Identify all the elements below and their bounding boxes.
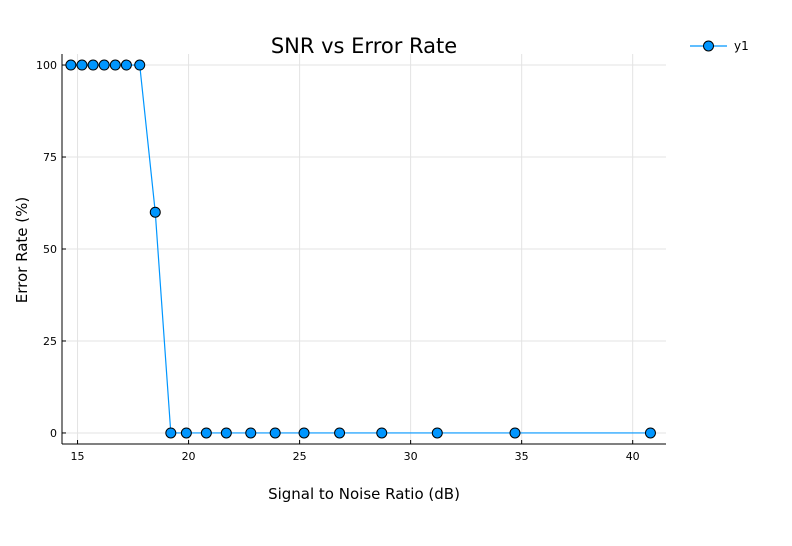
data-point-y1-4 bbox=[109, 59, 121, 71]
x-tick-label-25: 25 bbox=[293, 450, 307, 463]
series bbox=[65, 59, 656, 439]
legend-marker bbox=[703, 40, 714, 52]
data-point-y1-5 bbox=[120, 59, 132, 71]
y-axis-label: Error Rate (%) bbox=[13, 197, 31, 303]
chart-title: SNR vs Error Rate bbox=[271, 34, 457, 58]
data-point-y1-2 bbox=[87, 59, 99, 71]
data-point-y1-8 bbox=[165, 427, 177, 439]
x-tick-label-15: 15 bbox=[71, 450, 85, 463]
data-point-y1-0 bbox=[65, 59, 77, 71]
data-point-y1-11 bbox=[220, 427, 232, 439]
data-point-y1-19 bbox=[644, 427, 656, 439]
x-tick-label-30: 30 bbox=[404, 450, 418, 463]
grid bbox=[62, 54, 666, 444]
y-tick-label-0: 0 bbox=[50, 427, 57, 440]
y-tick-label-25: 25 bbox=[43, 335, 57, 348]
y-tick-label-50: 50 bbox=[43, 243, 57, 256]
x-tick-label-20: 20 bbox=[182, 450, 196, 463]
data-point-y1-9 bbox=[180, 427, 192, 439]
x-tick-label-35: 35 bbox=[515, 450, 529, 463]
y-tick-label-75: 75 bbox=[43, 151, 57, 164]
legend: y1 bbox=[690, 39, 749, 53]
data-point-y1-13 bbox=[269, 427, 281, 439]
data-point-y1-1 bbox=[76, 59, 88, 71]
data-point-y1-3 bbox=[98, 59, 110, 71]
legend-label-y1: y1 bbox=[734, 39, 749, 53]
y-tick-label-100: 100 bbox=[36, 59, 57, 72]
data-point-y1-10 bbox=[200, 427, 212, 439]
data-point-y1-18 bbox=[509, 427, 521, 439]
data-point-y1-12 bbox=[245, 427, 257, 439]
x-axis-label: Signal to Noise Ratio (dB) bbox=[268, 485, 460, 503]
data-point-y1-15 bbox=[334, 427, 346, 439]
data-point-y1-16 bbox=[376, 427, 388, 439]
data-point-y1-7 bbox=[149, 206, 161, 218]
data-point-y1-17 bbox=[431, 427, 443, 439]
x-tick-label-40: 40 bbox=[626, 450, 640, 463]
data-point-y1-6 bbox=[134, 59, 146, 71]
ticks: 15 20 25 30 35 40 0 25 50 75 100 bbox=[36, 59, 640, 463]
data-point-y1-14 bbox=[298, 427, 310, 439]
